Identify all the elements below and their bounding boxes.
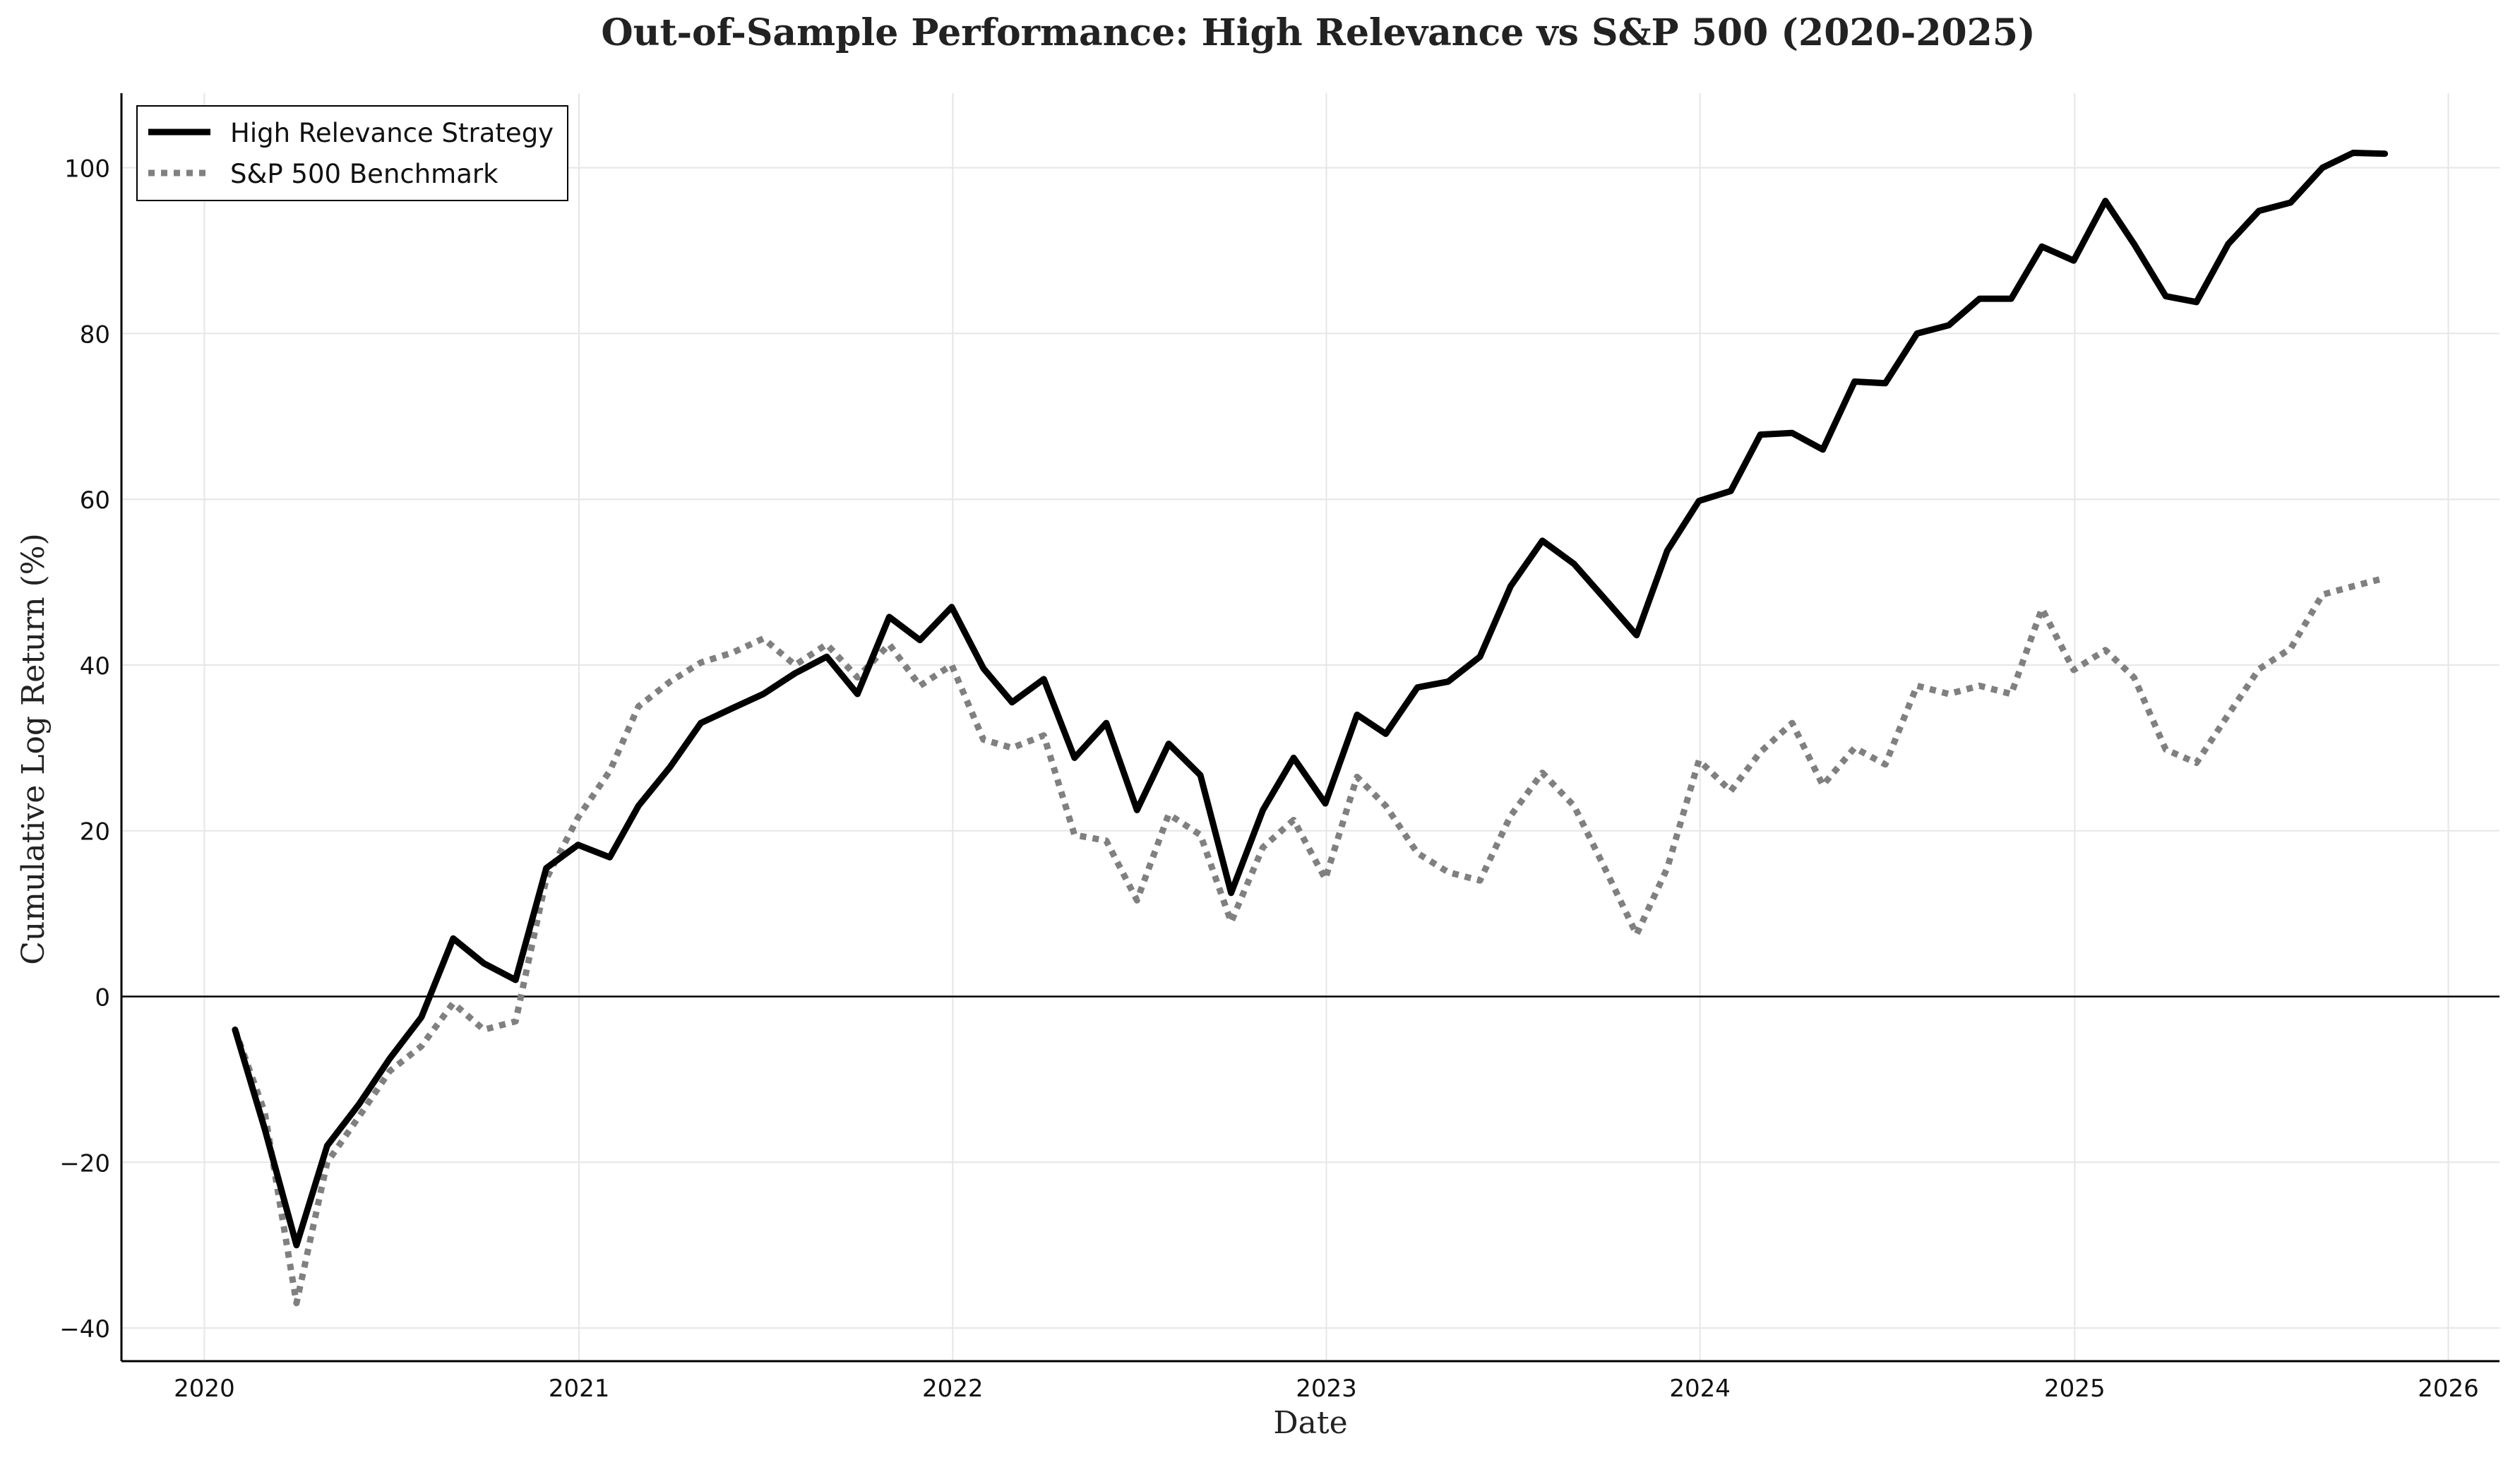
y-tick-label: 100 xyxy=(64,155,110,184)
y-tick-label: −40 xyxy=(59,1315,110,1344)
y-axis-label: Cumulative Log Return (%) xyxy=(16,533,52,965)
grid-lines xyxy=(121,93,2500,1361)
y-tick-label: 60 xyxy=(80,486,110,515)
x-axis-label: Date xyxy=(1273,1405,1347,1441)
legend-label-benchmark: S&P 500 Benchmark xyxy=(230,159,498,189)
x-tick-label: 2021 xyxy=(549,1375,610,1403)
x-tick-label: 2024 xyxy=(1669,1375,1731,1403)
x-tick-label: 2023 xyxy=(1296,1375,1357,1403)
y-tick-labels: −40 −20 0 20 40 60 80 100 xyxy=(59,155,110,1344)
series-line-high-relevance-strategy xyxy=(232,150,2389,1249)
x-tick-label: 2022 xyxy=(922,1375,984,1403)
y-tick-label: 80 xyxy=(80,321,110,349)
x-tick-labels: 2020 2021 2022 2023 2024 2025 2026 xyxy=(174,1375,2479,1403)
series-line-sp500-benchmark xyxy=(232,575,2386,1307)
legend-label-strategy: High Relevance Strategy xyxy=(230,118,554,148)
series-lines xyxy=(232,150,2389,1307)
x-tick-label: 2026 xyxy=(2418,1375,2479,1403)
x-tick-label: 2025 xyxy=(2044,1375,2106,1403)
y-tick-label: 0 xyxy=(95,984,110,1012)
chart-title: Out-of-Sample Performance: High Relevanc… xyxy=(601,11,2035,54)
x-tick-label: 2020 xyxy=(174,1375,235,1403)
y-tick-label: 20 xyxy=(80,818,110,846)
legend-box xyxy=(136,105,568,201)
axes xyxy=(120,93,2500,1363)
y-tick-label: −20 xyxy=(59,1149,110,1178)
legend: High Relevance Strategy S&P 500 Benchmar… xyxy=(136,105,568,201)
y-tick-label: 40 xyxy=(80,652,110,681)
